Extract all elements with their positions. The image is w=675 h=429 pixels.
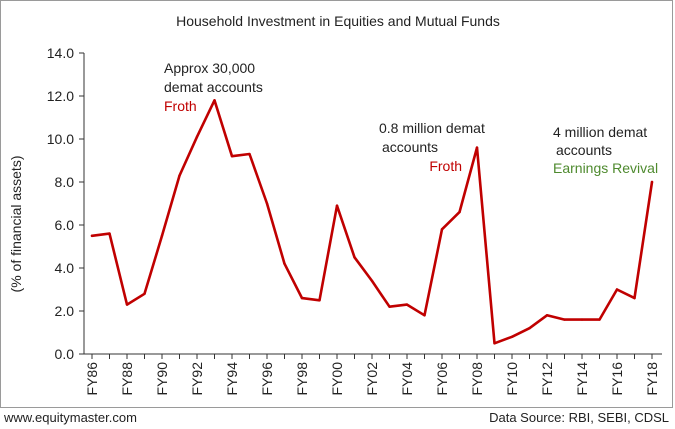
x-tick-label: FY10 <box>504 362 520 396</box>
y-tick-label: 10.0 <box>47 131 74 147</box>
data-point <box>563 318 566 321</box>
data-point <box>213 99 216 102</box>
series-layer <box>90 99 654 345</box>
data-point <box>90 234 94 237</box>
data-point <box>493 342 496 345</box>
data-point <box>108 232 111 235</box>
x-tick-label: FY92 <box>189 362 205 396</box>
data-point <box>318 299 321 302</box>
x-tick-label: FY16 <box>609 362 625 396</box>
x-tick-label: FY14 <box>574 362 590 396</box>
x-tick-label: FY02 <box>364 362 380 396</box>
x-tick-label: FY96 <box>259 362 275 396</box>
footer-website: www.equitymaster.com <box>4 410 137 425</box>
annotation-text: demat accounts <box>164 79 263 95</box>
data-point <box>598 318 601 321</box>
data-point <box>195 135 199 139</box>
y-tick-label: 12.0 <box>47 88 74 104</box>
x-tick-label: FY86 <box>84 362 100 396</box>
data-point <box>545 314 549 317</box>
y-tick-label: 8.0 <box>55 174 75 190</box>
line-chart: Household Investment in Equities and Mut… <box>8 13 662 395</box>
y-axis-label: (% of financial assets) <box>8 156 24 293</box>
data-point <box>160 234 164 237</box>
data-point <box>423 314 426 317</box>
data-point <box>335 204 339 207</box>
data-point <box>248 152 251 156</box>
x-tick-label: FY88 <box>119 362 135 396</box>
annotation-text: accounts <box>556 142 612 158</box>
x-tick-label: FY12 <box>539 362 555 396</box>
data-point <box>283 262 286 265</box>
y-tick-label: 4.0 <box>55 260 75 276</box>
data-point <box>440 228 444 231</box>
x-tick-label: FY08 <box>469 362 485 396</box>
data-point <box>230 155 234 158</box>
y-tick-label: 14.0 <box>47 45 74 61</box>
data-point <box>528 327 531 330</box>
x-tick-label: FY04 <box>399 362 415 396</box>
x-tick-label: FY06 <box>434 362 450 396</box>
data-point <box>580 318 584 321</box>
data-point <box>510 335 514 338</box>
axes: 0.0 2.0 4.0 6.0 8.0 10.0 12.0 14.0 FY86 FY88 FY90 F… <box>47 45 662 395</box>
annotation-text: Approx 30,000 <box>164 60 255 76</box>
x-tick-label: FY00 <box>329 362 345 396</box>
data-point <box>405 303 409 306</box>
annotation-text: 0.8 million demat <box>379 120 485 136</box>
data-point <box>353 256 356 259</box>
x-tick-label: FY98 <box>294 362 310 396</box>
annotations: Approx 30,000 demat accounts Froth 0.8 mill… <box>164 60 658 176</box>
data-point <box>300 296 304 300</box>
x-tick-label: FY18 <box>644 362 660 396</box>
x-tick-label: FY90 <box>154 362 170 396</box>
x-tick-label: FY94 <box>224 362 240 396</box>
data-point <box>178 174 181 177</box>
data-point <box>143 292 146 295</box>
annotation-tag: Froth <box>164 98 197 114</box>
data-point <box>458 210 461 214</box>
annotation-tag: Earnings Revival <box>553 160 658 176</box>
y-tick-label: 2.0 <box>55 303 75 319</box>
data-point <box>370 279 374 283</box>
y-tick-label: 0.0 <box>55 346 75 362</box>
data-point <box>125 303 129 306</box>
data-point <box>265 202 269 205</box>
data-point <box>615 288 619 291</box>
data-point <box>475 146 479 149</box>
annotation-text: accounts <box>382 139 438 155</box>
chart-title: Household Investment in Equities and Mut… <box>176 13 500 29</box>
annotation-text: 4 million demat <box>553 124 647 140</box>
chart-frame: Household Investment in Equities and Mut… <box>0 0 673 408</box>
data-point <box>650 180 654 184</box>
data-point <box>633 296 636 300</box>
y-tick-label: 6.0 <box>55 217 75 233</box>
footer-data-source: Data Source: RBI, SEBI, CDSL <box>489 410 669 425</box>
annotation-tag: Froth <box>429 158 462 174</box>
data-point <box>388 305 391 308</box>
